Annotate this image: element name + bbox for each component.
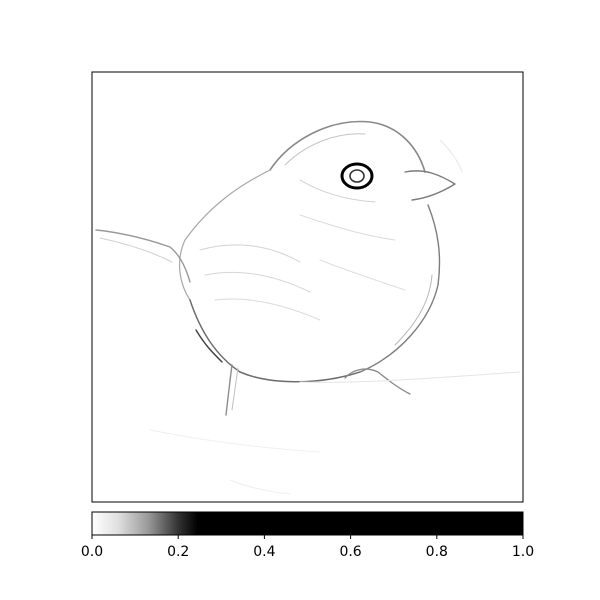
saliency-stroke-bg-1 xyxy=(149,429,321,453)
heatmap-image xyxy=(92,72,523,502)
saliency-stroke-belly-left xyxy=(195,329,223,363)
colorbar-tick-label: 0.0 xyxy=(81,544,103,560)
colorbar-tick-label: 0.4 xyxy=(253,544,275,560)
colorbar-tick-label: 0.2 xyxy=(167,544,189,560)
saliency-stroke-wing-1 xyxy=(199,244,301,263)
saliency-stroke-wing-3 xyxy=(214,298,321,321)
saliency-stroke-breast xyxy=(359,204,441,373)
saliency-stroke-back xyxy=(179,169,271,301)
saliency-stroke-body-texture-1 xyxy=(299,214,396,241)
saliency-stroke-beak xyxy=(404,170,456,201)
saliency-stroke-leg-left xyxy=(225,364,233,416)
saliency-stroke-bg-2 xyxy=(439,139,463,173)
saliency-stroke-head-inner xyxy=(284,133,366,166)
saliency-stroke-belly xyxy=(189,299,361,383)
colorbar-tick-label: 1.0 xyxy=(512,544,534,560)
colorbar-tick-label: 0.6 xyxy=(339,544,361,560)
saliency-stroke-foot-right xyxy=(344,368,411,395)
saliency-stroke-breast-inner xyxy=(394,274,433,346)
saliency-eye-inner xyxy=(349,169,365,183)
heatmap-axes-frame xyxy=(91,71,524,503)
saliency-stroke-leg-left-2 xyxy=(231,367,239,411)
saliency-stroke-head-texture xyxy=(299,179,376,203)
saliency-stroke-body-texture-2 xyxy=(319,259,406,291)
colorbar-tick-label: 0.8 xyxy=(426,544,448,560)
saliency-stroke-tail xyxy=(95,229,191,283)
colorbar-gradient xyxy=(92,512,523,535)
saliency-stroke-perch xyxy=(299,371,521,383)
colorbar-ticks: 0.0 0.2 0.4 0.6 0.8 1.0 xyxy=(81,535,534,560)
saliency-stroke-wing-2 xyxy=(204,271,311,293)
saliency-stroke-tail-2 xyxy=(99,237,173,263)
colorbar: 0.0 0.2 0.4 0.6 0.8 1.0 xyxy=(81,511,534,560)
saliency-stroke-head xyxy=(269,120,426,173)
colorbar-frame xyxy=(91,511,524,536)
saliency-stroke-bg-3 xyxy=(229,479,291,495)
saliency-eye-outer xyxy=(340,162,374,190)
